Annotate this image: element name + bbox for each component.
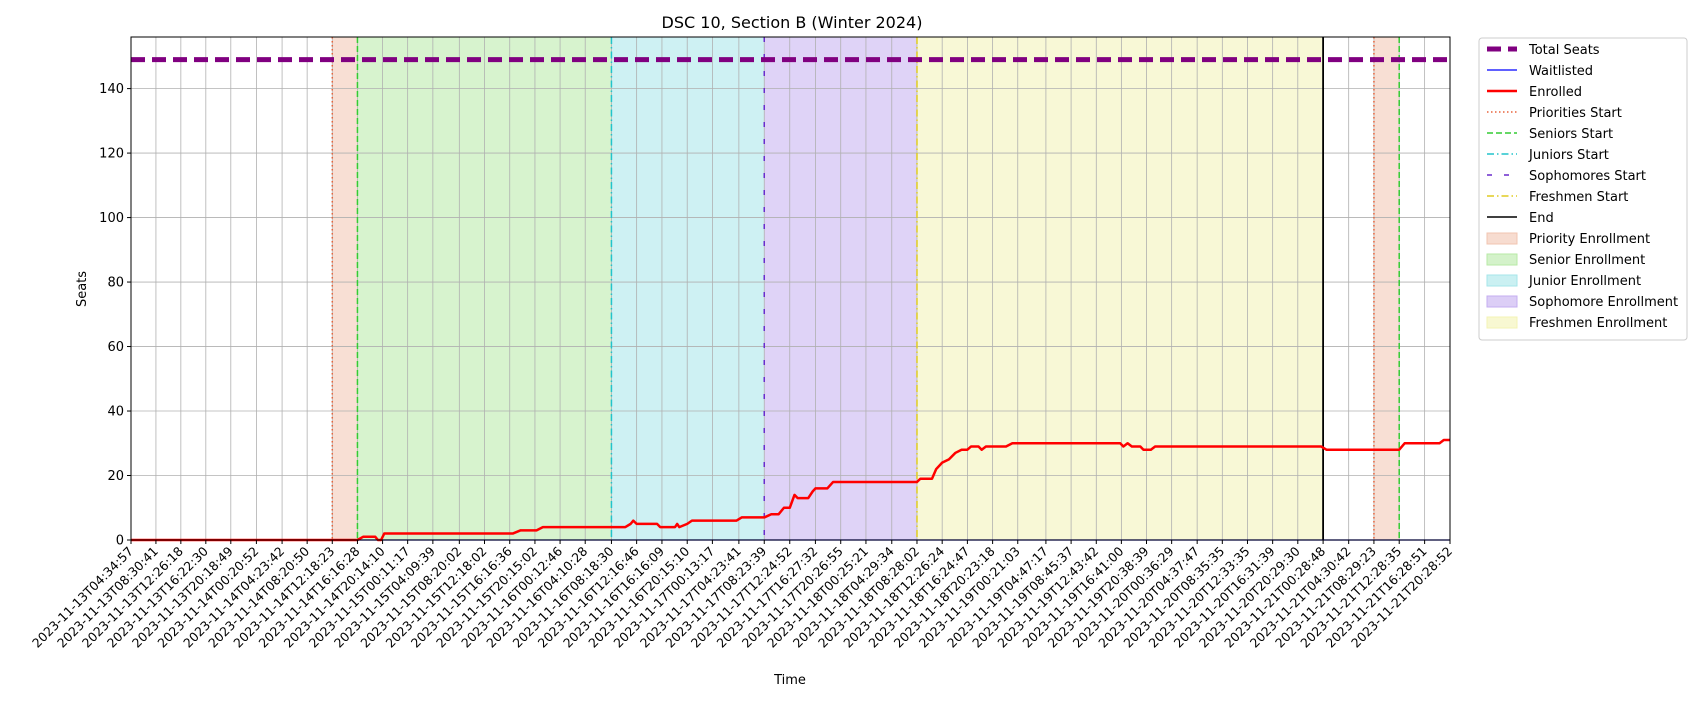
y-tick-label: 80 — [107, 276, 124, 291]
phase-band — [1373, 37, 1400, 540]
legend-label: Junior Enrollment — [1528, 274, 1641, 289]
legend-label: End — [1529, 211, 1554, 226]
legend-swatch — [1486, 295, 1518, 308]
legend-swatch — [1486, 316, 1518, 329]
legend-label: Priorities Start — [1529, 106, 1622, 121]
y-tick-label: 20 — [107, 469, 124, 484]
legend: Total Seats Waitlisted Enrolled Priorities … — [1478, 37, 1688, 341]
phase-markers — [331, 37, 1400, 540]
legend-box — [1478, 37, 1688, 341]
legend-swatch — [1486, 274, 1518, 287]
legend-label: Sophomores Start — [1529, 169, 1646, 184]
legend-label: Juniors Start — [1528, 148, 1609, 163]
phase-band — [332, 37, 358, 540]
phase-band — [611, 37, 765, 540]
plot-frame — [130, 36, 1451, 541]
legend-label: Freshmen Enrollment — [1529, 316, 1667, 331]
legend-label: Waitlisted — [1529, 64, 1593, 79]
legend-label: Freshmen Start — [1529, 190, 1628, 205]
x-axis-label: Time — [773, 673, 806, 688]
legend-label: Sophomore Enrollment — [1529, 295, 1678, 310]
y-tick-label: 100 — [99, 211, 124, 226]
y-tick-label: 120 — [99, 147, 124, 162]
x-axis-ticks: 2023-11-13T04:34:572023-11-13T08:30:4120… — [29, 540, 1455, 651]
chart-title: DSC 10, Section B (Winter 2024) — [662, 13, 923, 32]
grid — [130, 37, 1451, 541]
y-tick-label: 140 — [99, 82, 124, 97]
y-axis-ticks: 0 20 40 60 80 100 120 140 — [99, 82, 131, 549]
legend-label: Enrolled — [1529, 85, 1582, 100]
legend-swatch — [1486, 253, 1518, 266]
y-tick-label: 40 — [107, 405, 124, 420]
y-axis-label: Seats — [75, 271, 90, 307]
y-tick-label: 0 — [116, 534, 124, 549]
legend-label: Seniors Start — [1529, 127, 1613, 142]
legend-label: Senior Enrollment — [1529, 253, 1645, 268]
y-tick-label: 60 — [107, 340, 124, 355]
legend-swatch — [1486, 232, 1518, 245]
phase-band — [916, 37, 1324, 540]
legend-label: Priority Enrollment — [1529, 232, 1650, 247]
legend-label: Total Seats — [1528, 43, 1600, 58]
series-line — [131, 438, 1450, 542]
